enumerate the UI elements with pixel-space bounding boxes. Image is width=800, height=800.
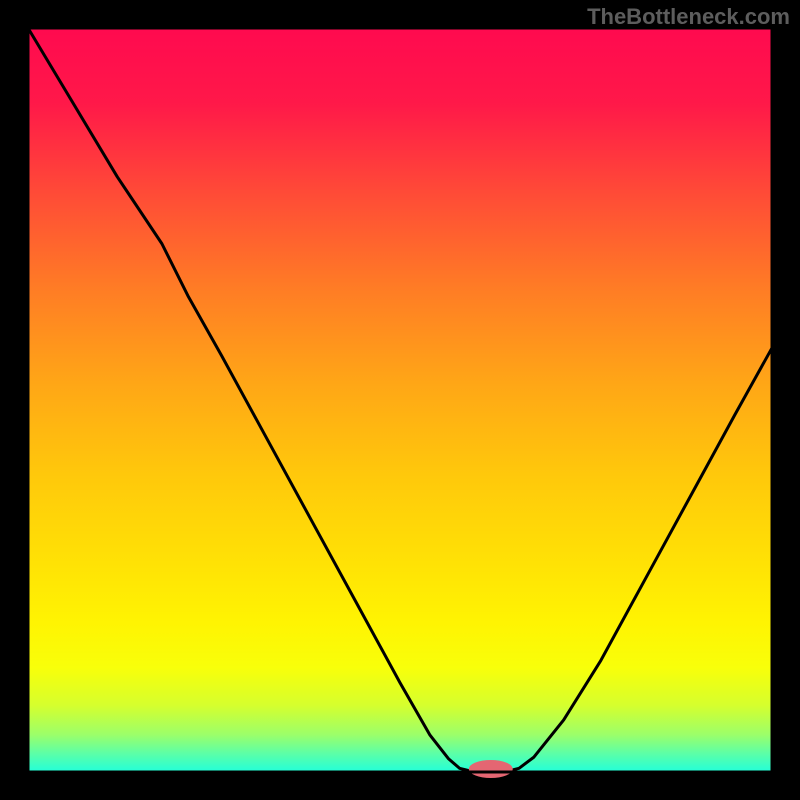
optimum-marker [469,760,513,778]
plot-background [28,28,772,772]
watermark-text: TheBottleneck.com [587,4,790,30]
chart-root: TheBottleneck.com [0,0,800,800]
bottleneck-chart [0,0,800,800]
